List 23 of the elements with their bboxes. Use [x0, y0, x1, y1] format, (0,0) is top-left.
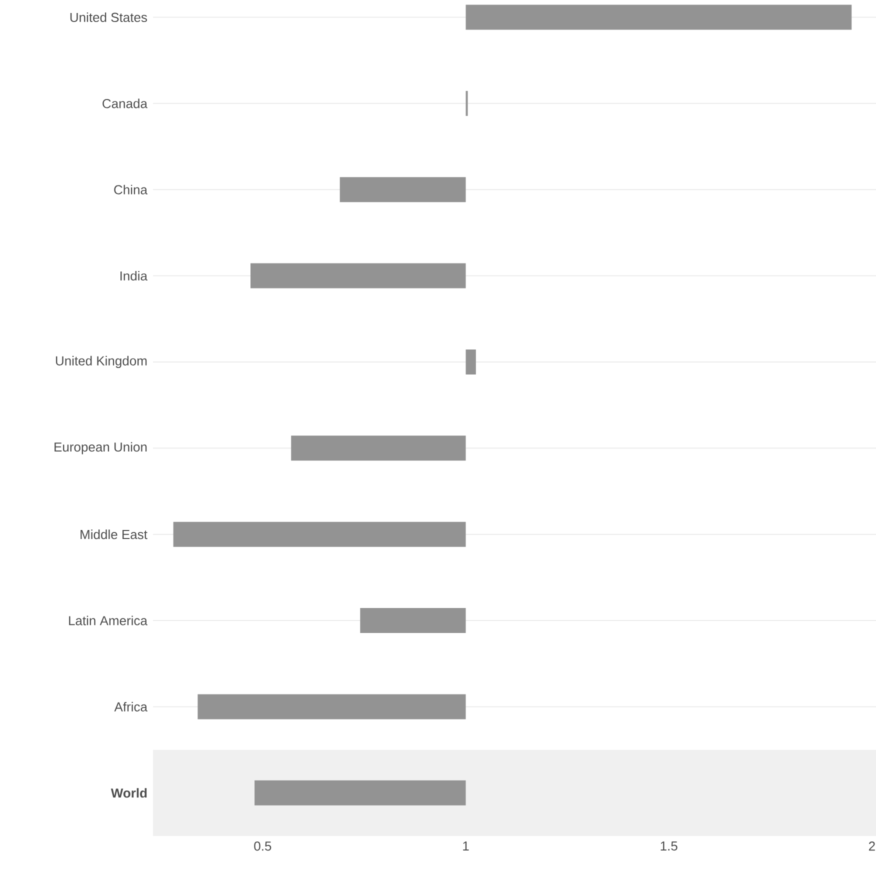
- x-tick-label: 2: [868, 842, 875, 851]
- bar: [340, 177, 466, 202]
- y-tick-label: Middle East: [80, 530, 148, 540]
- bar: [291, 436, 466, 461]
- bar: [360, 608, 466, 634]
- x-tick-label: 0.5: [254, 842, 272, 851]
- y-tick-label: Canada: [102, 98, 148, 108]
- bar: [250, 263, 466, 288]
- y-tick-label: Latin America: [69, 616, 148, 626]
- y-tick-label: Africa: [114, 702, 148, 712]
- y-tick-label: India: [120, 271, 148, 281]
- x-tick-label: 1.5: [660, 842, 678, 851]
- bar: [254, 780, 466, 806]
- bar: [466, 349, 476, 374]
- y-tick-label: United Kingdom: [56, 356, 147, 368]
- x-tick-label: 1: [463, 842, 469, 850]
- y-tick-label: China: [114, 184, 148, 194]
- y-tick-label: United States: [70, 12, 147, 22]
- bar: [466, 4, 852, 30]
- y-tick-label: European Union: [54, 442, 147, 454]
- bar: [198, 694, 466, 720]
- y-tick-label: World: [110, 788, 147, 798]
- bar: [173, 522, 466, 547]
